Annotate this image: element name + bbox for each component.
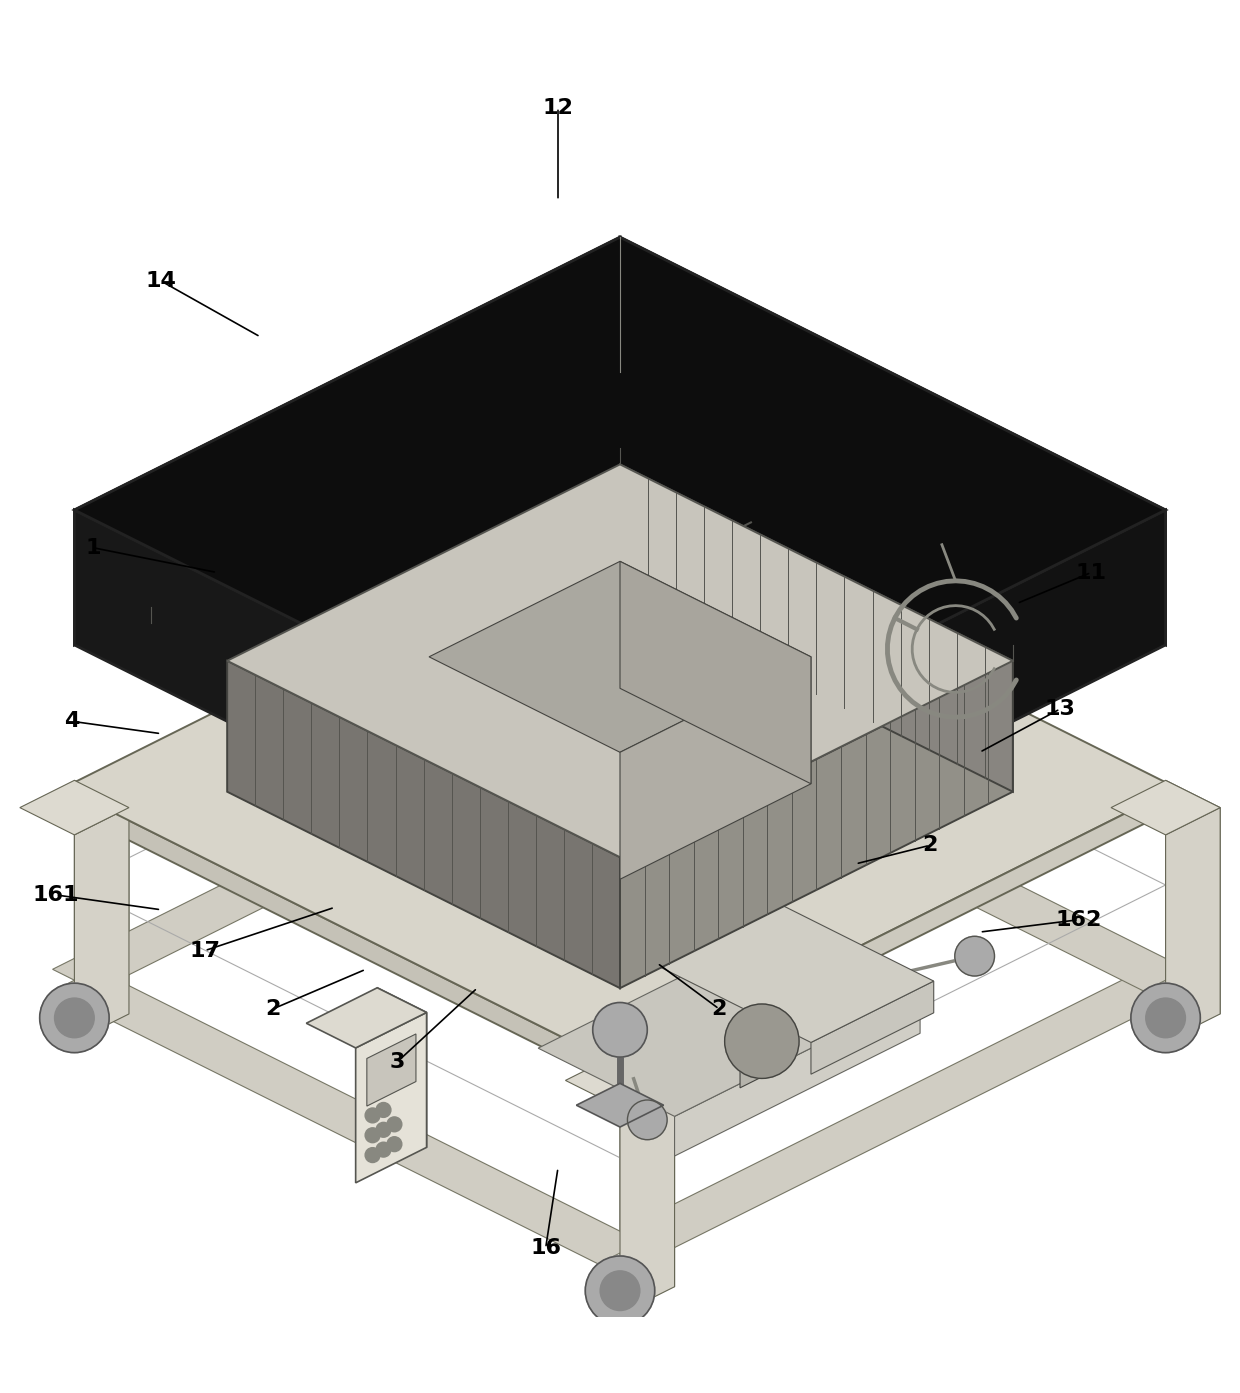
Polygon shape — [74, 237, 620, 645]
Polygon shape — [620, 788, 1177, 1087]
Polygon shape — [620, 237, 1166, 645]
Polygon shape — [63, 788, 620, 1087]
Polygon shape — [52, 970, 642, 1263]
Circle shape — [376, 1123, 391, 1137]
Polygon shape — [306, 988, 427, 1048]
Circle shape — [655, 786, 694, 826]
Polygon shape — [1111, 780, 1220, 834]
Text: 162: 162 — [1055, 910, 1102, 929]
Circle shape — [593, 1003, 647, 1057]
Polygon shape — [620, 1081, 675, 1314]
Circle shape — [387, 1117, 402, 1131]
Text: 12: 12 — [543, 98, 573, 117]
Polygon shape — [675, 993, 920, 1156]
Circle shape — [724, 1004, 799, 1078]
Polygon shape — [377, 988, 427, 1148]
Polygon shape — [74, 780, 129, 1014]
Polygon shape — [647, 900, 934, 1042]
Polygon shape — [63, 510, 1177, 1066]
Polygon shape — [740, 1038, 784, 1088]
Polygon shape — [538, 925, 920, 1116]
Polygon shape — [367, 1034, 415, 1106]
Polygon shape — [620, 660, 1013, 988]
Polygon shape — [712, 510, 758, 786]
Polygon shape — [1166, 780, 1220, 1014]
Polygon shape — [620, 1053, 675, 1287]
Text: 17: 17 — [190, 940, 221, 961]
Text: 1: 1 — [86, 538, 100, 557]
Circle shape — [585, 710, 655, 780]
Polygon shape — [620, 507, 675, 741]
Polygon shape — [620, 561, 811, 784]
Circle shape — [600, 726, 640, 765]
Polygon shape — [811, 981, 934, 1074]
Circle shape — [955, 936, 994, 976]
Text: 3: 3 — [389, 1052, 404, 1073]
Polygon shape — [74, 237, 1166, 783]
Polygon shape — [620, 535, 675, 769]
Text: 161: 161 — [32, 885, 79, 905]
Circle shape — [376, 1102, 391, 1117]
Text: 11: 11 — [1076, 563, 1107, 582]
Polygon shape — [620, 657, 811, 879]
Circle shape — [1146, 997, 1185, 1038]
Circle shape — [365, 1128, 379, 1142]
Polygon shape — [598, 970, 1188, 1263]
Circle shape — [1131, 983, 1200, 1053]
Circle shape — [600, 1270, 640, 1311]
Circle shape — [703, 726, 765, 788]
Polygon shape — [598, 696, 1188, 992]
Circle shape — [376, 1142, 391, 1158]
Polygon shape — [565, 507, 675, 563]
Circle shape — [387, 1137, 402, 1152]
Text: 2: 2 — [265, 999, 280, 1020]
Polygon shape — [227, 464, 1013, 857]
Polygon shape — [1166, 808, 1220, 1041]
Circle shape — [365, 1148, 379, 1163]
Polygon shape — [74, 808, 129, 1041]
Polygon shape — [356, 1013, 427, 1183]
Circle shape — [365, 1107, 379, 1123]
Polygon shape — [429, 561, 811, 752]
Circle shape — [627, 1100, 667, 1139]
Polygon shape — [565, 1053, 675, 1107]
Circle shape — [40, 983, 109, 1053]
Text: 14: 14 — [146, 272, 176, 291]
Polygon shape — [227, 660, 620, 988]
Circle shape — [55, 997, 94, 1038]
Polygon shape — [577, 1084, 663, 1127]
Text: 2: 2 — [712, 999, 727, 1020]
Polygon shape — [620, 464, 1013, 791]
Text: 16: 16 — [531, 1238, 560, 1258]
Polygon shape — [20, 780, 129, 834]
Polygon shape — [52, 696, 642, 992]
Polygon shape — [74, 510, 620, 918]
Text: 2: 2 — [923, 836, 937, 855]
Polygon shape — [620, 510, 1166, 918]
Circle shape — [585, 1256, 655, 1325]
Text: 13: 13 — [1045, 699, 1075, 719]
Text: 4: 4 — [64, 712, 79, 731]
